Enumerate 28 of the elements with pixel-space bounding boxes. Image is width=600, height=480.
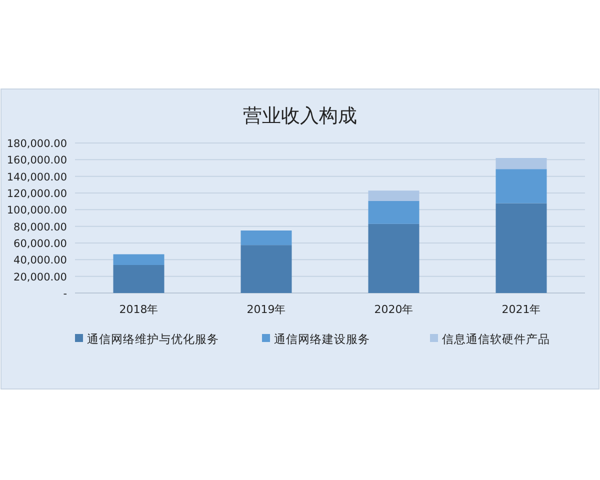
y-tick-label: 180,000.00 [6,138,67,150]
y-tick-label: 100,000.00 [6,204,67,217]
bar [496,158,547,170]
y-tick-label: 160,000.00 [6,154,67,167]
bar [496,169,547,204]
chart-title: 营业收入构成 [243,105,357,127]
x-tick-label: 2018年 [119,303,158,316]
bar [240,230,292,246]
bar [113,265,164,293]
y-tick-label: 40,000.00 [14,254,67,267]
bar [113,254,164,265]
x-tick-label: 2019年 [246,303,286,316]
x-tick-label: 2021年 [502,303,541,316]
bar [368,190,420,201]
bar [240,245,292,293]
y-tick-label: 20,000.00 [14,271,67,284]
y-tick-label: 140,000.00 [6,171,67,184]
x-tick-label: 2020年 [374,303,414,316]
bar [496,203,547,293]
legend-label: 通信网络维护与优化服务 [87,332,219,346]
legend-label: 通信网络建设服务 [274,332,370,346]
bar [368,224,420,293]
legend-label: 信息通信软硬件产品 [442,332,550,346]
y-tick-label: 80,000.00 [14,221,67,234]
y-tick-label: 120,000.00 [6,188,67,200]
y-tick-label: - [63,288,68,300]
bar [368,200,420,224]
y-tick-label: 60,000.00 [14,238,67,250]
